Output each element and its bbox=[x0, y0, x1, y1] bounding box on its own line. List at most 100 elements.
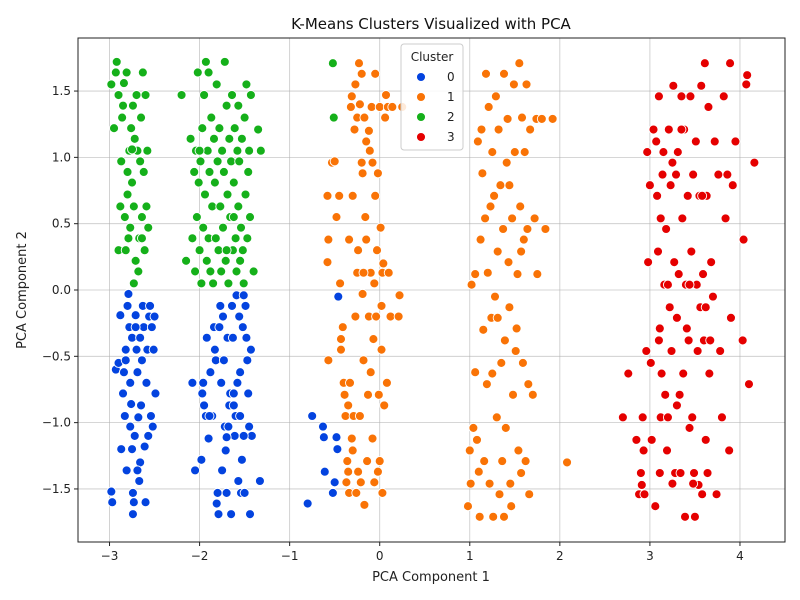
data-point-cluster-0 bbox=[233, 476, 244, 486]
data-point-cluster-3 bbox=[668, 80, 679, 91]
data-point-cluster-3 bbox=[685, 91, 696, 102]
data-point-cluster-0 bbox=[126, 399, 137, 410]
data-point-cluster-2 bbox=[204, 167, 215, 177]
data-point-cluster-2 bbox=[127, 177, 137, 188]
data-point-cluster-3 bbox=[706, 257, 717, 268]
data-point-cluster-2 bbox=[212, 156, 223, 167]
data-point-cluster-2 bbox=[226, 156, 237, 167]
data-point-cluster-0 bbox=[211, 498, 222, 509]
data-point-cluster-3 bbox=[742, 70, 753, 81]
data-point-cluster-3 bbox=[660, 389, 671, 400]
data-point-cluster-1 bbox=[488, 511, 499, 522]
data-point-cluster-1 bbox=[476, 124, 487, 135]
data-point-cluster-3 bbox=[700, 302, 711, 313]
data-point-cluster-3 bbox=[702, 468, 713, 478]
data-point-cluster-0 bbox=[141, 377, 152, 388]
data-point-cluster-3 bbox=[741, 79, 752, 90]
data-point-cluster-2 bbox=[231, 266, 242, 277]
data-point-cluster-3 bbox=[722, 169, 733, 180]
data-point-cluster-1 bbox=[364, 145, 375, 156]
data-point-cluster-2 bbox=[111, 56, 122, 67]
data-point-cluster-2 bbox=[243, 167, 254, 177]
data-point-cluster-3 bbox=[673, 269, 684, 280]
data-point-cluster-3 bbox=[730, 136, 741, 147]
data-point-cluster-1 bbox=[322, 257, 333, 268]
data-point-cluster-3 bbox=[676, 124, 687, 135]
data-point-cluster-3 bbox=[646, 434, 657, 445]
data-point-cluster-1 bbox=[483, 102, 494, 112]
data-point-cluster-0 bbox=[146, 411, 156, 421]
data-point-cluster-2 bbox=[127, 144, 137, 155]
data-point-cluster-1 bbox=[360, 212, 371, 223]
data-point-cluster-1 bbox=[473, 466, 484, 477]
data-point-cluster-3 bbox=[671, 169, 681, 180]
legend-box bbox=[400, 43, 464, 151]
data-point-cluster-2 bbox=[195, 156, 206, 167]
data-point-cluster-1 bbox=[517, 357, 528, 368]
data-point-cluster-2 bbox=[121, 67, 132, 78]
data-point-cluster-0 bbox=[218, 311, 228, 322]
data-point-cluster-2 bbox=[129, 133, 140, 144]
data-point-cluster-0 bbox=[220, 445, 231, 456]
data-point-cluster-1 bbox=[522, 224, 533, 234]
data-point-cluster-0 bbox=[123, 289, 134, 299]
data-point-cluster-2 bbox=[244, 145, 255, 156]
data-point-cluster-1 bbox=[374, 456, 385, 467]
x-tick-label: −1 bbox=[281, 549, 299, 563]
legend-marker-cluster-2 bbox=[416, 112, 426, 122]
x-tick-label: 1 bbox=[466, 549, 474, 563]
data-point-cluster-2 bbox=[216, 266, 227, 277]
data-point-cluster-3 bbox=[727, 180, 738, 191]
data-point-cluster-0 bbox=[187, 377, 198, 388]
x-tick-label: −2 bbox=[191, 549, 209, 563]
data-point-cluster-0 bbox=[331, 432, 342, 443]
data-point-cluster-1 bbox=[500, 422, 511, 433]
data-point-cluster-0 bbox=[131, 344, 142, 355]
data-point-cluster-2 bbox=[209, 177, 220, 188]
data-point-cluster-1 bbox=[372, 466, 383, 477]
data-point-cluster-0 bbox=[203, 433, 214, 444]
data-point-cluster-2 bbox=[211, 79, 222, 90]
data-point-cluster-2 bbox=[136, 112, 146, 123]
data-point-cluster-1 bbox=[547, 113, 558, 124]
data-point-cluster-2 bbox=[130, 255, 141, 266]
data-point-cluster-2 bbox=[228, 177, 239, 188]
data-point-cluster-2 bbox=[123, 233, 134, 244]
data-point-cluster-1 bbox=[529, 213, 540, 224]
data-point-cluster-1 bbox=[346, 91, 357, 102]
data-point-cluster-2 bbox=[192, 67, 203, 78]
data-point-cluster-3 bbox=[697, 190, 708, 201]
data-point-cluster-0 bbox=[318, 421, 328, 432]
data-point-cluster-2 bbox=[140, 90, 151, 100]
data-point-cluster-1 bbox=[495, 180, 506, 191]
data-point-cluster-3 bbox=[726, 312, 736, 323]
data-point-cluster-1 bbox=[472, 136, 483, 147]
y-tick-label: −0.5 bbox=[42, 349, 71, 363]
data-point-cluster-0 bbox=[246, 430, 257, 441]
data-point-cluster-1 bbox=[520, 456, 531, 467]
data-point-cluster-1 bbox=[385, 311, 396, 322]
data-point-cluster-1 bbox=[513, 445, 524, 456]
data-point-cluster-3 bbox=[683, 335, 694, 346]
data-point-cluster-2 bbox=[138, 167, 149, 177]
data-point-cluster-1 bbox=[367, 433, 378, 444]
data-point-cluster-1 bbox=[466, 279, 477, 290]
data-point-cluster-0 bbox=[127, 509, 138, 520]
data-point-cluster-2 bbox=[218, 167, 229, 177]
data-point-cluster-1 bbox=[540, 224, 551, 234]
data-point-cluster-1 bbox=[376, 344, 387, 355]
data-point-cluster-0 bbox=[146, 322, 157, 333]
data-point-cluster-0 bbox=[221, 432, 232, 443]
data-point-cluster-2 bbox=[199, 90, 210, 100]
data-point-cluster-0 bbox=[232, 377, 243, 388]
data-point-cluster-2 bbox=[328, 112, 339, 123]
data-point-cluster-2 bbox=[191, 212, 202, 223]
data-point-cluster-0 bbox=[226, 509, 237, 520]
data-point-cluster-0 bbox=[244, 421, 255, 432]
data-point-cluster-3 bbox=[639, 489, 650, 500]
data-point-cluster-3 bbox=[651, 136, 662, 147]
data-point-cluster-1 bbox=[358, 355, 369, 366]
data-point-cluster-3 bbox=[671, 400, 682, 411]
data-point-cluster-2 bbox=[203, 67, 214, 78]
data-point-cluster-1 bbox=[344, 234, 355, 245]
